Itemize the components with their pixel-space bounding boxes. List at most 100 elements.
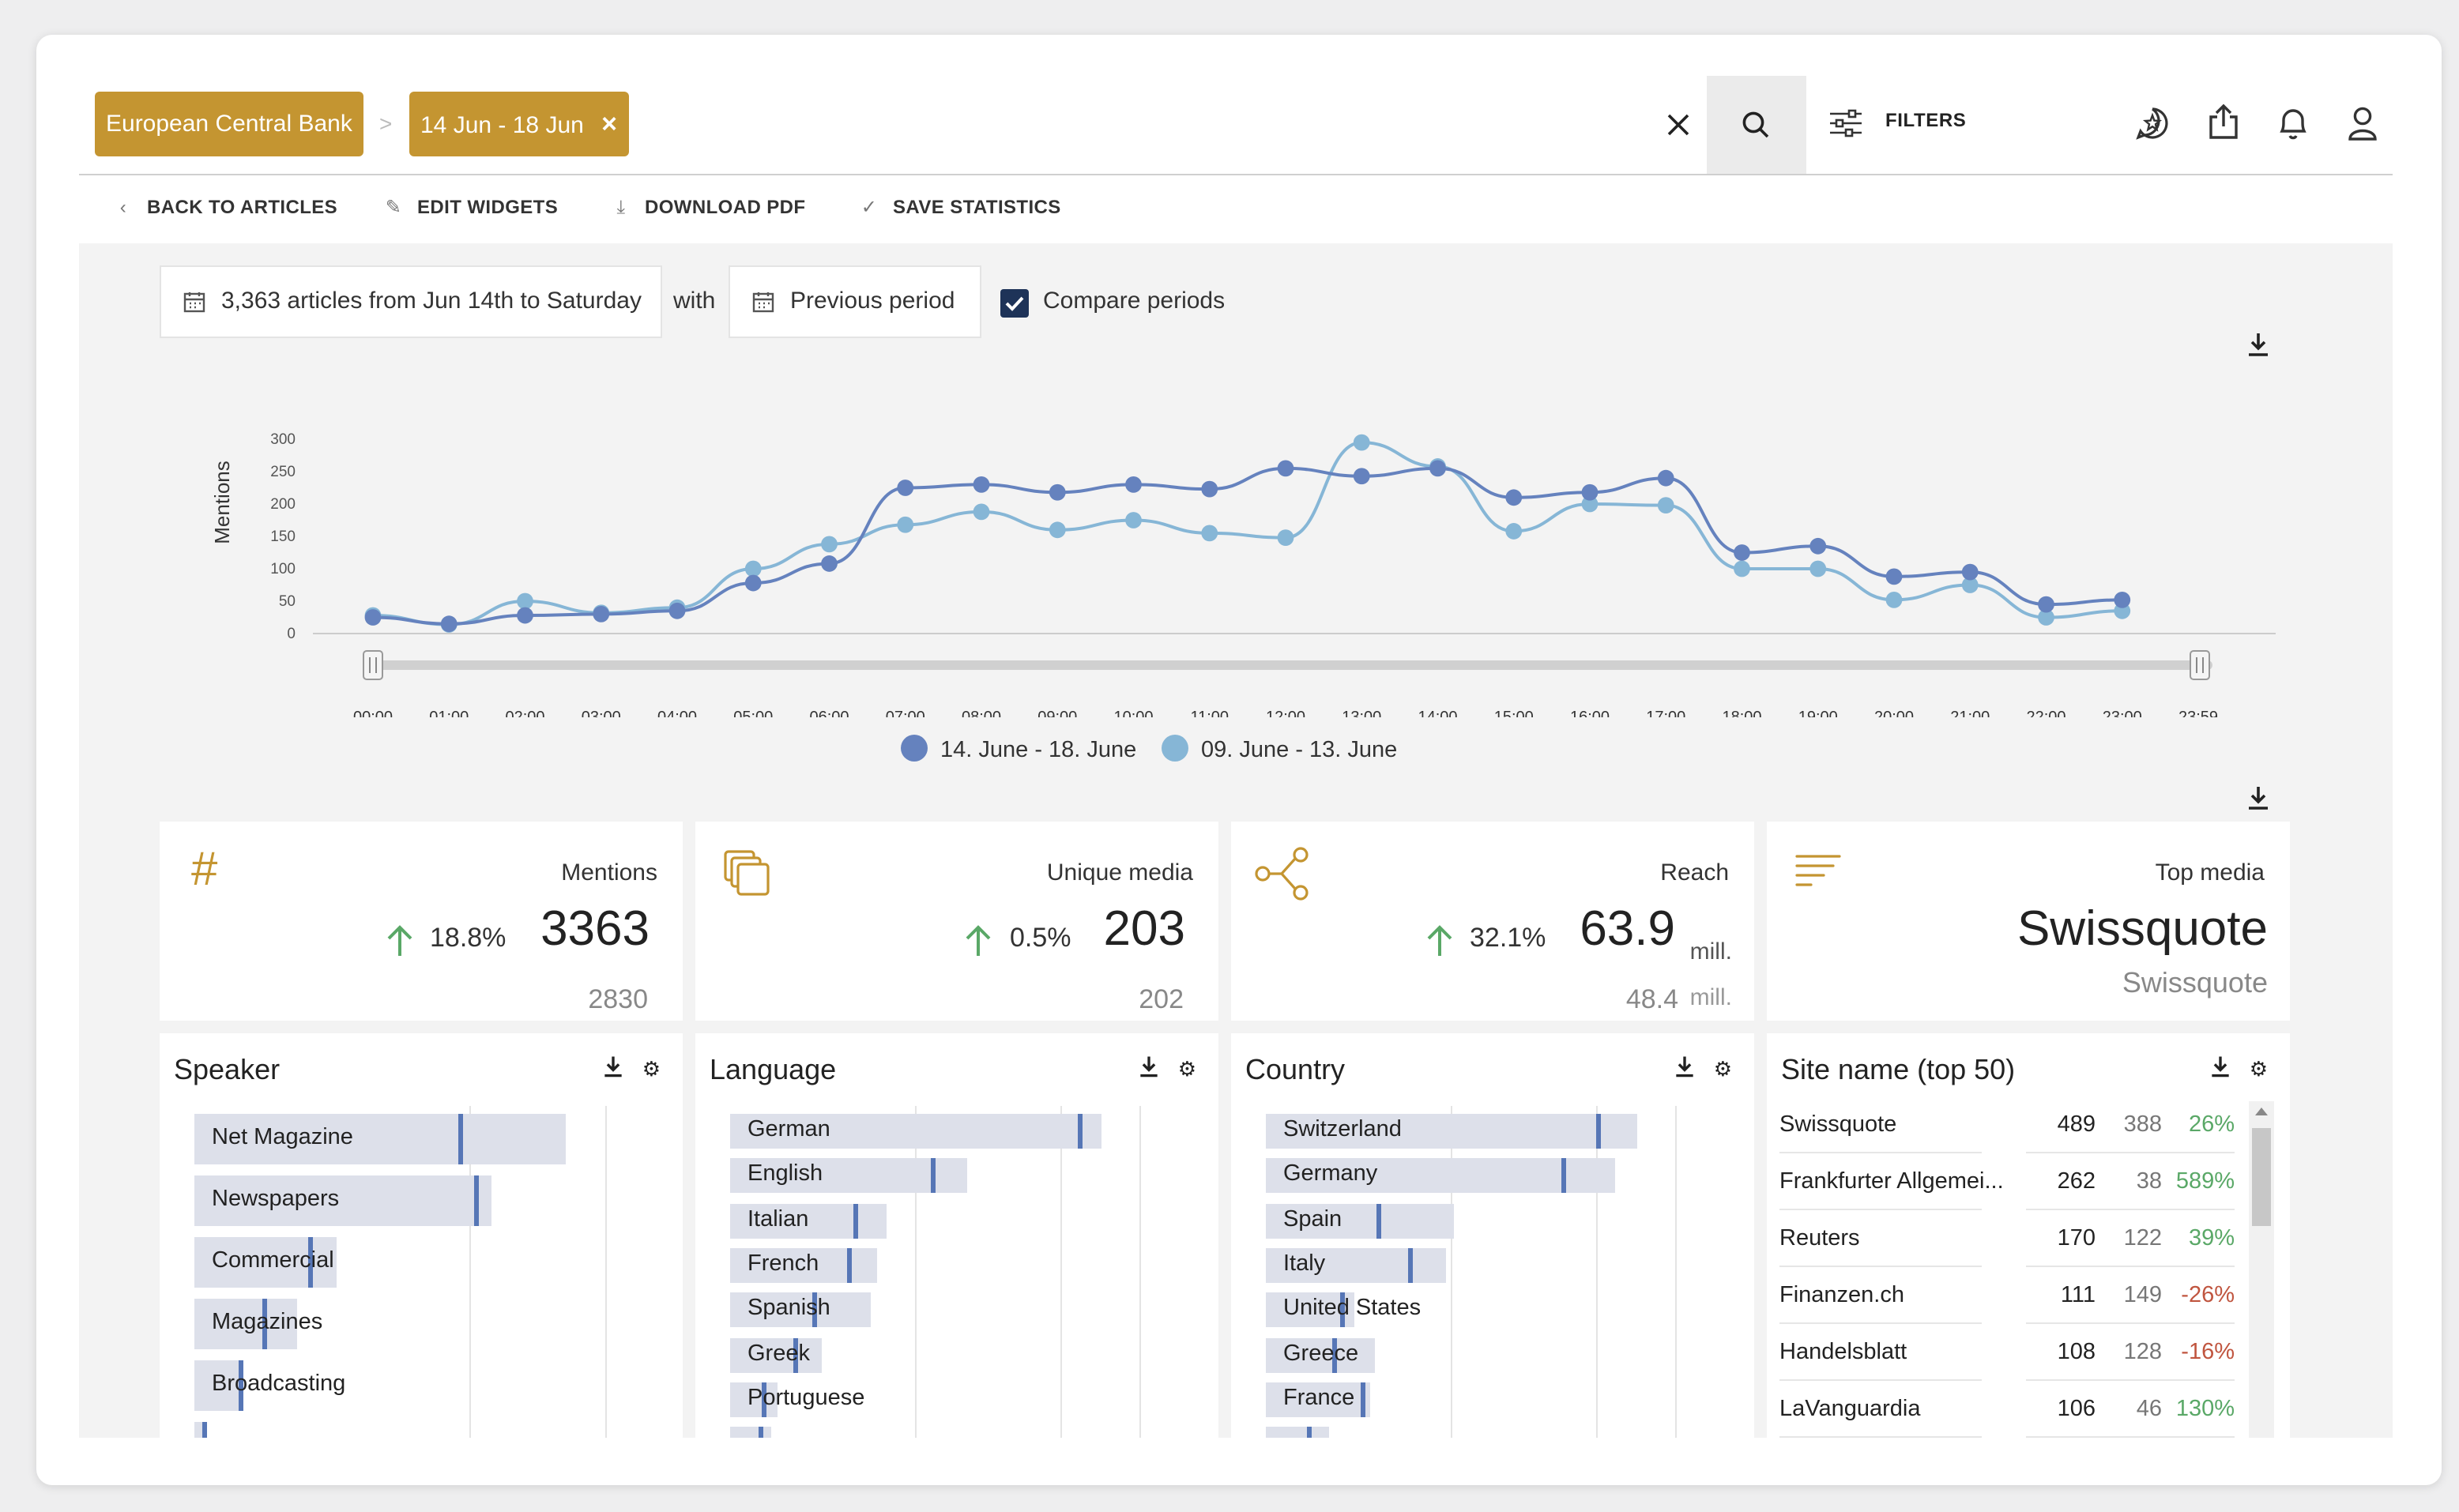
data-point-previous[interactable] [1201,525,1218,542]
scroll-up-icon[interactable] [2255,1108,2268,1115]
data-point-current[interactable] [517,607,533,624]
current-period-selector[interactable]: 3,363 articles from Jun 14th to Saturday [160,265,662,338]
bar-current[interactable] [194,1237,337,1288]
bar-current[interactable] [730,1292,871,1328]
range-handle-end[interactable] [2190,650,2210,680]
panel-download-icon[interactable] [601,1054,626,1079]
bar-current[interactable] [194,1422,204,1438]
data-point-current[interactable] [1961,563,1979,581]
data-point-current[interactable] [897,480,914,496]
legend-item-current[interactable]: 14. June - 18. June [901,735,1136,763]
time-range-slider-track[interactable] [370,660,2212,670]
bar-current[interactable] [730,1114,1101,1149]
search-button[interactable] [1707,76,1806,174]
data-point-current[interactable] [1429,460,1446,477]
bar-current[interactable] [1266,1382,1370,1417]
user-icon[interactable] [2345,104,2380,142]
data-point-previous[interactable] [1961,577,1979,593]
data-point-current[interactable] [2038,596,2054,613]
data-point-current[interactable] [1277,460,1294,477]
data-point-previous[interactable] [1049,521,1066,539]
bar-current[interactable] [1266,1203,1454,1239]
data-point-current[interactable] [1353,468,1370,485]
breadcrumb-chip-bank[interactable]: European Central Bank [95,92,363,156]
back-to-articles-button[interactable]: ‹ BACK TO ARTICLES [112,196,337,218]
bar-current[interactable] [730,1158,967,1194]
data-point-previous[interactable] [973,503,990,521]
bar-current[interactable] [1266,1427,1329,1438]
clear-search-icon[interactable] [1666,112,1691,137]
data-point-current[interactable] [364,609,382,626]
bar-current[interactable] [730,1337,822,1372]
chip-close-icon[interactable]: × [601,109,618,139]
data-point-current[interactable] [440,615,458,633]
bar-current[interactable] [194,1114,566,1164]
scrollbar-thumb[interactable] [2252,1128,2271,1226]
share-export-icon[interactable] [2206,103,2241,141]
bar-current[interactable] [1266,1337,1375,1372]
data-point-current[interactable] [1581,483,1599,501]
bar-current[interactable] [194,1360,242,1411]
data-point-previous[interactable] [1657,497,1674,514]
data-point-previous[interactable] [744,560,762,577]
bar-current[interactable] [730,1382,778,1417]
data-point-previous[interactable] [1809,560,1827,577]
data-point-previous[interactable] [2038,609,2054,626]
filters-button[interactable]: FILTERS [1885,109,1967,131]
data-point-previous[interactable] [1734,560,1750,577]
data-point-current[interactable] [1201,480,1218,498]
legend-item-previous[interactable]: 09. June - 13. June [1162,735,1397,763]
data-point-previous[interactable] [1277,529,1294,547]
table-row[interactable]: LaVanguardia 106 46 130% [1779,1381,2260,1438]
table-row[interactable]: Reuters 170 122 39% [1779,1210,2260,1267]
chat-bot-icon[interactable] [2135,106,2170,141]
panel-download-icon[interactable] [1136,1054,1162,1079]
table-row[interactable]: Handelsblatt 108 128 -16% [1779,1324,2260,1381]
filter-sliders-icon[interactable] [1828,109,1863,137]
table-row[interactable]: Finanzen.ch 111 149 -26% [1779,1267,2260,1324]
data-point-current[interactable] [1657,469,1674,487]
data-point-current[interactable] [1809,537,1827,555]
data-point-previous[interactable] [821,536,838,553]
table-row[interactable]: Swissquote 489 388 26% [1779,1096,2260,1153]
bar-current[interactable] [730,1427,771,1438]
data-point-current[interactable] [1125,476,1142,493]
stats-download-icon[interactable] [2244,784,2273,812]
site-list-scrollbar[interactable] [2249,1101,2274,1438]
data-point-current[interactable] [2114,591,2131,608]
settings-gear-icon[interactable]: ⚙ [1713,1057,1732,1081]
data-point-current[interactable] [973,476,990,493]
data-point-current[interactable] [1734,544,1750,561]
data-point-current[interactable] [821,555,838,572]
data-point-current[interactable] [593,606,610,622]
bar-current[interactable] [1266,1158,1615,1194]
save-statistics-button[interactable]: ✓ SAVE STATISTICS [858,196,1061,218]
data-point-previous[interactable] [1581,495,1599,513]
bar-current[interactable] [1266,1292,1354,1328]
panel-download-icon[interactable] [2208,1054,2233,1079]
data-point-current[interactable] [1885,568,1903,585]
data-point-previous[interactable] [897,516,914,533]
edit-widgets-button[interactable]: ✎ EDIT WIDGETS [382,196,558,218]
bar-current[interactable] [1266,1114,1637,1149]
settings-gear-icon[interactable]: ⚙ [1177,1057,1196,1081]
data-point-previous[interactable] [1505,523,1523,540]
table-row[interactable]: Frankfurter Allgemei... 262 38 589% [1779,1153,2260,1210]
breadcrumb-chip-date[interactable]: 14 Jun - 18 Jun × [409,92,629,156]
data-point-current[interactable] [1049,483,1066,501]
download-pdf-button[interactable]: ⤓ DOWNLOAD PDF [610,196,805,220]
data-point-previous[interactable] [1885,591,1903,608]
data-point-current[interactable] [668,602,686,619]
bar-current[interactable] [1266,1247,1446,1283]
panel-download-icon[interactable] [1672,1054,1697,1079]
bar-current[interactable] [730,1203,887,1239]
settings-gear-icon[interactable]: ⚙ [642,1057,661,1081]
bar-current[interactable] [194,1299,297,1349]
data-point-current[interactable] [1505,489,1523,506]
compare-period-selector[interactable]: Previous period [729,265,981,338]
range-handle-start[interactable] [363,650,383,680]
bell-icon[interactable] [2276,104,2310,142]
chart-download-icon[interactable] [2244,330,2273,359]
data-point-previous[interactable] [1125,512,1142,528]
data-point-current[interactable] [744,574,762,592]
